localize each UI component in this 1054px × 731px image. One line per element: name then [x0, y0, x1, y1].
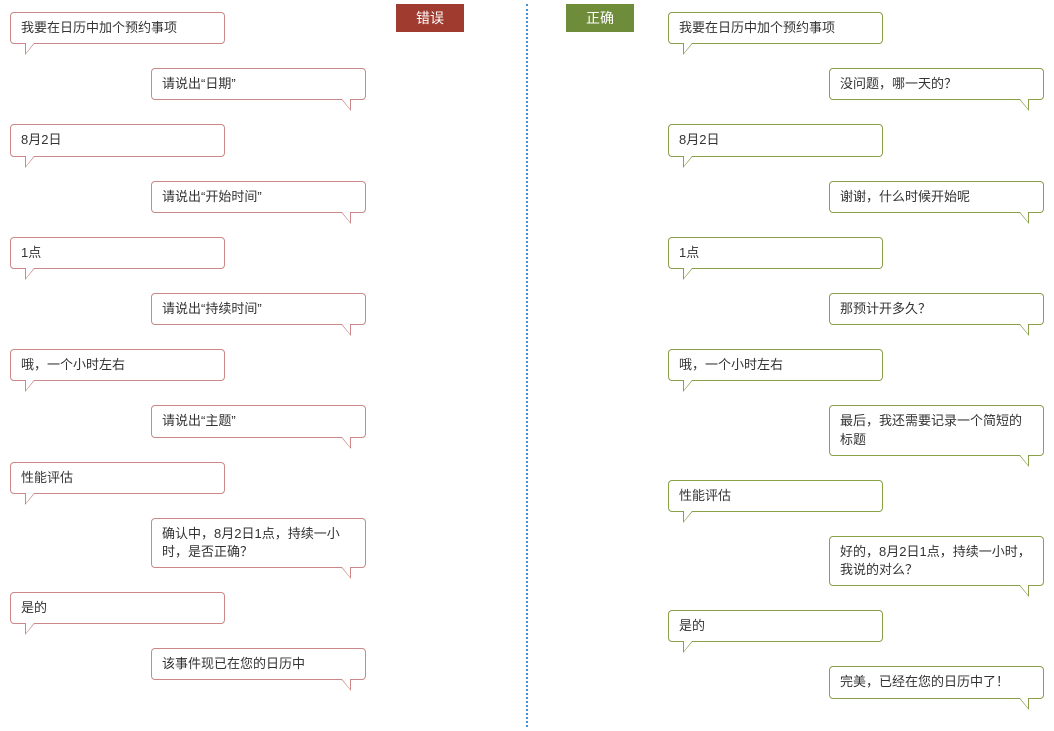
comparison-container: 错误 我要在日历中加个预约事项 请说出“日期” 8月2日 请说出“开始时间” 1…	[0, 0, 1054, 731]
wrong-msg: 请说出“持续时间”	[151, 293, 366, 325]
correct-msg: 没问题，哪一天的？	[829, 68, 1044, 100]
wrong-tag: 错误	[396, 4, 464, 32]
wrong-msg: 性能评估	[10, 462, 225, 494]
wrong-column: 错误 我要在日历中加个预约事项 请说出“日期” 8月2日 请说出“开始时间” 1…	[0, 0, 526, 731]
correct-msg: 好的，8月2日1点，持续一小时，我说的对么？	[829, 536, 1044, 586]
correct-msg: 完美，已经在您的日历中了！	[829, 666, 1044, 698]
wrong-msg: 1点	[10, 237, 225, 269]
correct-msg: 谢谢，什么时候开始呢	[829, 181, 1044, 213]
wrong-msg: 我要在日历中加个预约事项	[10, 12, 225, 44]
correct-msg: 性能评估	[668, 480, 883, 512]
correct-column: 正确 我要在日历中加个预约事项 没问题，哪一天的？ 8月2日 谢谢，什么时候开始…	[528, 0, 1054, 731]
correct-tag: 正确	[566, 4, 634, 32]
wrong-msg: 请说出“日期”	[151, 68, 366, 100]
correct-msg: 我要在日历中加个预约事项	[668, 12, 883, 44]
wrong-msg: 请说出“主题”	[151, 405, 366, 437]
correct-msg: 那预计开多久？	[829, 293, 1044, 325]
wrong-msg: 确认中，8月2日1点，持续一小时，是否正确？	[151, 518, 366, 568]
correct-msg: 哦，一个小时左右	[668, 349, 883, 381]
correct-msg: 1点	[668, 237, 883, 269]
correct-msg: 最后，我还需要记录一个简短的标题	[829, 405, 1044, 455]
correct-msg: 是的	[668, 610, 883, 642]
correct-msg: 8月2日	[668, 124, 883, 156]
wrong-msg: 该事件现已在您的日历中	[151, 648, 366, 680]
wrong-msg: 请说出“开始时间”	[151, 181, 366, 213]
wrong-msg: 8月2日	[10, 124, 225, 156]
wrong-msg: 是的	[10, 592, 225, 624]
wrong-msg: 哦，一个小时左右	[10, 349, 225, 381]
